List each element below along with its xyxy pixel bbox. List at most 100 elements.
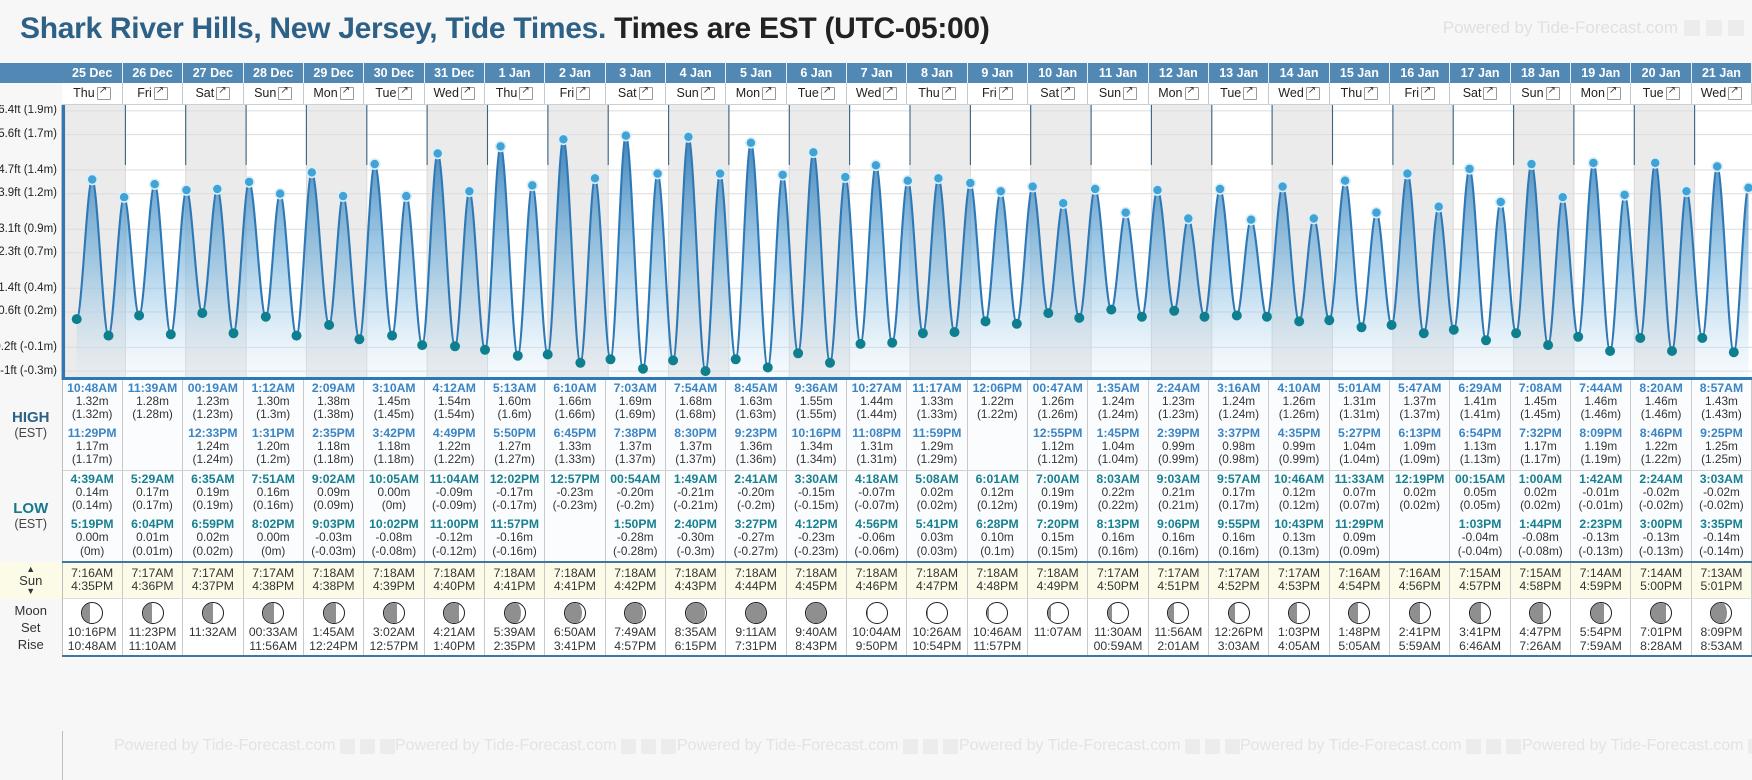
low-tide-height: -0.17m bbox=[496, 485, 533, 500]
footer-watermark-text: Powered by Tide-Forecast.com bbox=[114, 737, 336, 754]
weekday-cell-1[interactable]: Fri bbox=[122, 83, 184, 105]
weekday-cell-0[interactable]: Thu bbox=[62, 83, 123, 105]
high-tide-height: 1.23m bbox=[1161, 394, 1195, 409]
low-tide-height-alt: (0m) bbox=[80, 543, 105, 558]
expand-icon[interactable] bbox=[700, 85, 715, 100]
sunset-time: 4:41PM bbox=[553, 579, 596, 594]
high-tide-time: 5:47AM bbox=[1398, 380, 1442, 395]
weekday-label: Thu bbox=[495, 86, 518, 101]
sunset-time: 4:49PM bbox=[1036, 579, 1079, 594]
low-tide-height: -0.20m bbox=[616, 485, 654, 500]
expand-icon[interactable] bbox=[1243, 85, 1258, 100]
weekday-cell-17[interactable]: Sun bbox=[1087, 83, 1149, 105]
expand-icon[interactable] bbox=[1665, 85, 1680, 100]
weekday-cell-11[interactable]: Mon bbox=[725, 83, 787, 105]
weekday-cell-8[interactable]: Fri bbox=[544, 83, 606, 105]
low-tide-time: 10:43PM bbox=[1274, 516, 1324, 531]
moon-phase-icon bbox=[986, 602, 1009, 625]
weekday-cell-19[interactable]: Tue bbox=[1208, 83, 1270, 105]
expand-icon[interactable] bbox=[1421, 85, 1436, 100]
low-tide-cell: 7:51AM 0.16m (0.16m) bbox=[243, 470, 304, 516]
expand-icon[interactable] bbox=[762, 85, 777, 100]
sunset-time: 4:43PM bbox=[674, 579, 717, 594]
moonset-time: 10:46AM bbox=[972, 625, 1022, 640]
expand-icon[interactable] bbox=[1061, 85, 1076, 100]
weekday-cell-10[interactable]: Sun bbox=[665, 83, 727, 105]
expand-icon[interactable] bbox=[941, 85, 956, 100]
weekday-cell-7[interactable]: Thu bbox=[484, 83, 546, 105]
weekday-cell-6[interactable]: Wed bbox=[424, 83, 485, 105]
weekday-cell-14[interactable]: Thu bbox=[906, 83, 968, 105]
y-tick-label: 4.7ft (1.4m) bbox=[0, 163, 57, 176]
moon-shadow bbox=[745, 603, 766, 624]
weekday-cell-4[interactable]: Mon bbox=[303, 83, 365, 105]
high-tide-height-alt: (1.6m) bbox=[497, 407, 532, 422]
expand-icon[interactable] bbox=[1728, 85, 1743, 100]
moonset-time: 9:11AM bbox=[735, 625, 777, 640]
weekday-cell-20[interactable]: Wed bbox=[1268, 83, 1330, 105]
sun-cell: 7:16AM 4:54PM bbox=[1329, 561, 1391, 600]
expand-icon[interactable] bbox=[96, 85, 111, 100]
weekday-cell-18[interactable]: Mon bbox=[1148, 83, 1210, 105]
weekday-cell-27[interactable]: Wed bbox=[1691, 83, 1752, 105]
weekday-cell-22[interactable]: Fri bbox=[1389, 83, 1451, 105]
weekday-cell-2[interactable]: Sat bbox=[182, 83, 244, 105]
weekday-cell-13[interactable]: Wed bbox=[846, 83, 908, 105]
high-tide-time: 11:17AM bbox=[912, 380, 962, 395]
low-tide-cell: 00:15AM 0.05m (0.05m) bbox=[1449, 470, 1511, 516]
expand-icon[interactable] bbox=[398, 85, 413, 100]
expand-icon[interactable] bbox=[1483, 85, 1498, 100]
sun-cell: 7:18AM 4:45PM bbox=[786, 561, 847, 600]
high-tide-cell: 3:10AM 1.45m (1.45m) bbox=[363, 379, 425, 425]
expand-icon[interactable] bbox=[153, 85, 168, 100]
weekday-cell-3[interactable]: Sun bbox=[243, 83, 304, 105]
expand-icon[interactable] bbox=[1545, 85, 1560, 100]
moonset-time: 11:23PM bbox=[128, 625, 177, 640]
date-header-27: 21 Jan bbox=[1691, 63, 1752, 83]
expand-icon[interactable] bbox=[820, 85, 835, 100]
weekday-cell-9[interactable]: Sat bbox=[605, 83, 666, 105]
high-tide-time: 9:25PM bbox=[1700, 425, 1743, 440]
weekday-cell-5[interactable]: Tue bbox=[363, 83, 425, 105]
low-tide-time: 9:03PM bbox=[312, 516, 355, 531]
low-tide-height-alt: (-0.23m) bbox=[794, 543, 839, 558]
high-tide-cell: 3:42PM 1.18m (1.18m) bbox=[363, 424, 425, 471]
high-tide-cell: 5:47AM 1.37m (1.37m) bbox=[1389, 379, 1451, 425]
expand-icon[interactable] bbox=[1184, 85, 1199, 100]
weekday-cell-12[interactable]: Tue bbox=[786, 83, 847, 105]
sunset-time: 5:01PM bbox=[1700, 579, 1743, 594]
expand-icon[interactable] bbox=[1123, 85, 1138, 100]
expand-icon[interactable] bbox=[216, 85, 231, 100]
weekday-cell-24[interactable]: Sun bbox=[1510, 83, 1572, 105]
expand-icon[interactable] bbox=[576, 85, 591, 100]
expand-icon[interactable] bbox=[339, 85, 354, 100]
expand-icon[interactable] bbox=[519, 85, 534, 100]
moonset-time: 6:50AM bbox=[553, 625, 596, 640]
high-tide-cell: 6:13PM 1.09m (1.09m) bbox=[1389, 424, 1451, 471]
expand-icon[interactable] bbox=[278, 85, 293, 100]
expand-icon[interactable] bbox=[998, 85, 1013, 100]
page-header: Shark River Hills, New Jersey, Tide Time… bbox=[0, 0, 1752, 63]
low-tide-time: 8:03AM bbox=[1096, 471, 1140, 486]
y-tick-label: -0.2ft (-0.1m) bbox=[0, 340, 57, 353]
weekday-label: Sun bbox=[254, 86, 277, 101]
low-tide-height: 0.02m bbox=[1403, 485, 1437, 500]
moon-cell: 3:41PM 6:46AM bbox=[1449, 598, 1511, 658]
weekday-cell-15[interactable]: Fri bbox=[967, 83, 1029, 105]
expand-icon[interactable] bbox=[883, 85, 898, 100]
weekday-cell-26[interactable]: Tue bbox=[1630, 83, 1692, 105]
expand-icon[interactable] bbox=[1606, 85, 1621, 100]
low-tide-tz: (EST) bbox=[14, 517, 48, 532]
expand-icon[interactable] bbox=[460, 85, 475, 100]
weekday-cell-25[interactable]: Mon bbox=[1570, 83, 1632, 105]
weekday-cell-21[interactable]: Thu bbox=[1329, 83, 1391, 105]
weekday-cell-23[interactable]: Sat bbox=[1449, 83, 1511, 105]
expand-icon[interactable] bbox=[638, 85, 653, 100]
moon-phase-icon bbox=[1589, 602, 1612, 625]
moon-cell: 1:45AM 12:24PM bbox=[303, 598, 365, 658]
expand-icon[interactable] bbox=[1305, 85, 1320, 100]
weekday-cell-16[interactable]: Sat bbox=[1027, 83, 1089, 105]
low-tide-cell: 6:01AM 0.12m (0.12m) bbox=[967, 470, 1029, 516]
expand-icon[interactable] bbox=[1364, 85, 1379, 100]
moon-phase-icon bbox=[865, 602, 888, 625]
